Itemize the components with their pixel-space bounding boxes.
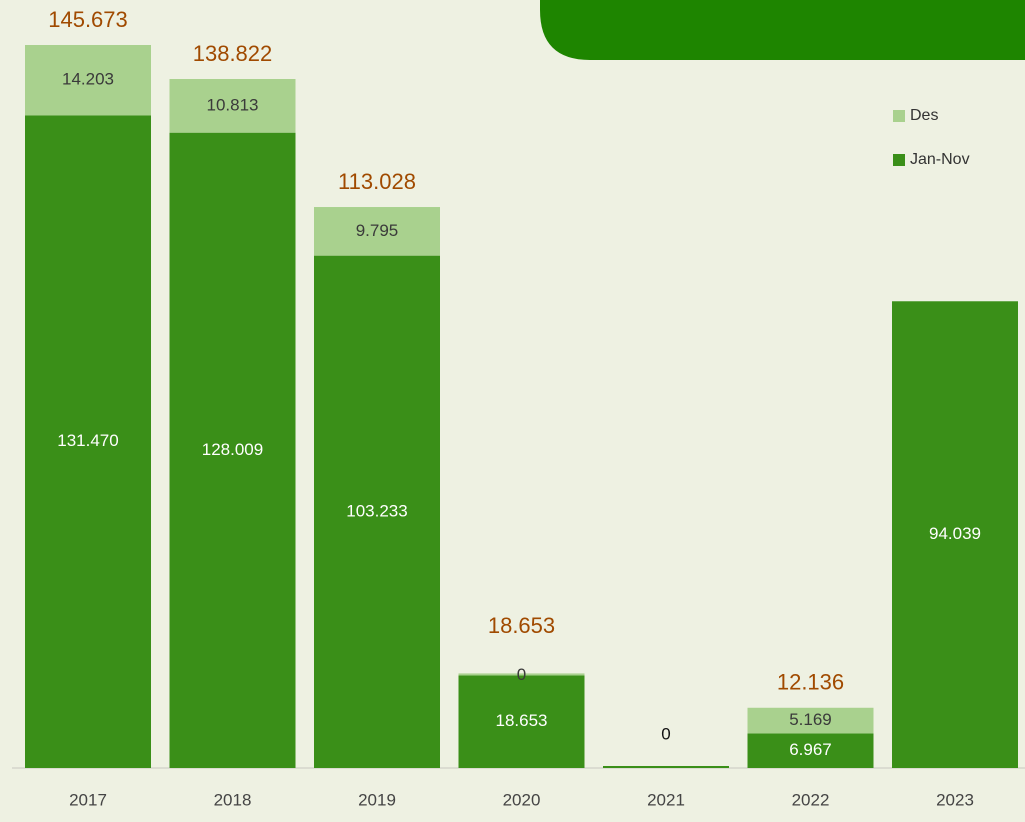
x-tick-label: 2018: [214, 790, 252, 809]
bar-segment: [25, 115, 151, 768]
bar-segment: [747, 733, 874, 768]
bar-segment: [25, 45, 151, 116]
data-label: 103.233: [346, 501, 407, 520]
total-label: 113.028: [338, 169, 416, 194]
bar-segment: [747, 707, 874, 734]
data-label: 0: [517, 665, 526, 684]
bar-segment: [458, 673, 585, 676]
data-label: 94.039: [929, 524, 981, 543]
legend-label: Jan-Nov: [910, 151, 970, 168]
x-tick-label: 2022: [792, 790, 830, 809]
data-label: 128.009: [202, 440, 263, 459]
bar-segment: [458, 675, 585, 768]
data-label: 14.203: [62, 70, 114, 89]
bar-segment: [314, 255, 440, 769]
x-tick-label: 2023: [936, 790, 974, 809]
total-label: 12.136: [777, 670, 844, 695]
total-label: 145.673: [48, 7, 128, 32]
data-label: 18.653: [496, 711, 548, 730]
data-label: 5.169: [789, 710, 832, 729]
data-label: 131.470: [57, 431, 118, 450]
bar-segment: [169, 132, 296, 769]
total-label: 138.822: [193, 41, 273, 66]
legend-label: Des: [910, 107, 938, 124]
bar-segment: [169, 79, 296, 133]
x-tick-label: 2020: [503, 790, 541, 809]
data-label: 6.967: [789, 740, 832, 759]
x-tick-label: 2021: [647, 790, 685, 809]
data-label: 9.795: [356, 221, 399, 240]
x-tick-label: 2017: [69, 790, 107, 809]
bar-segment: [603, 766, 729, 768]
header-decoration: [540, 0, 1025, 60]
bar-segment: [314, 207, 440, 256]
data-label: 10.813: [207, 95, 259, 114]
bar-segment: [892, 301, 1018, 768]
legend-swatch: [893, 154, 905, 166]
x-tick-label: 2019: [358, 790, 396, 809]
legend-swatch: [893, 110, 905, 122]
total-label: 18.653: [488, 613, 555, 638]
data-label: 0: [661, 724, 670, 743]
